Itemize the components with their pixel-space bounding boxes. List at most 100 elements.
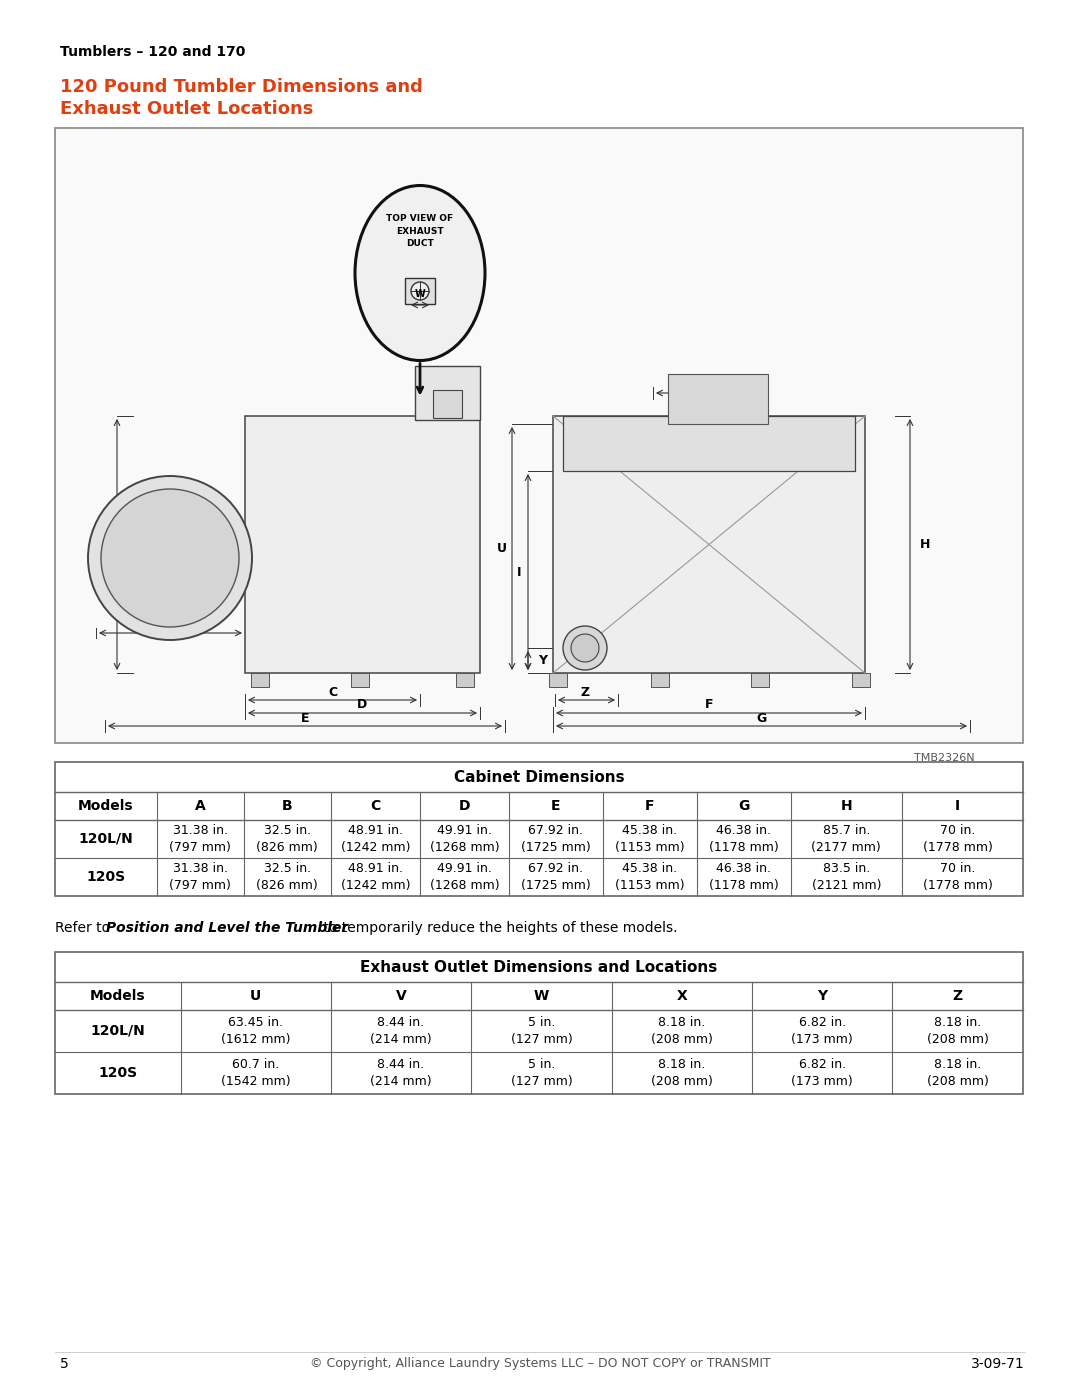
Text: to temporarily reduce the heights of these models.: to temporarily reduce the heights of the… (319, 921, 677, 935)
Text: Z: Z (953, 989, 962, 1003)
Text: I: I (516, 566, 522, 578)
Bar (405, 278, 435, 305)
Text: 5 in.
(127 mm): 5 in. (127 mm) (511, 1017, 572, 1045)
Text: A: A (194, 799, 205, 813)
Text: F: F (645, 799, 654, 813)
Bar (751, 673, 769, 687)
Text: H: H (840, 799, 852, 813)
Text: 6.82 in.
(173 mm): 6.82 in. (173 mm) (792, 1017, 853, 1045)
Text: 31.38 in.
(797 mm): 31.38 in. (797 mm) (170, 862, 231, 891)
Text: 70 in.
(1778 mm): 70 in. (1778 mm) (922, 824, 993, 854)
Text: W: W (534, 989, 549, 1003)
Text: 6.82 in.
(173 mm): 6.82 in. (173 mm) (792, 1059, 853, 1087)
Text: Position and Level the Tumbler: Position and Level the Tumbler (106, 921, 348, 935)
Text: © Copyright, Alliance Laundry Systems LLC – DO NOT COPY or TRANSMIT: © Copyright, Alliance Laundry Systems LL… (310, 1358, 770, 1370)
Text: Y: Y (538, 654, 546, 666)
Bar (549, 673, 567, 687)
Text: X: X (698, 379, 707, 391)
Text: 48.91 in.
(1242 mm): 48.91 in. (1242 mm) (340, 824, 410, 854)
Text: U: U (251, 989, 261, 1003)
Text: TOP VIEW OF
EXHAUST
DUCT: TOP VIEW OF EXHAUST DUCT (387, 214, 454, 249)
Bar (351, 673, 369, 687)
Bar (55, 951, 1023, 1094)
Text: Models: Models (78, 799, 134, 813)
Bar (553, 416, 865, 673)
Circle shape (87, 476, 252, 640)
Text: 83.5 in.
(2121 mm): 83.5 in. (2121 mm) (811, 862, 881, 891)
Text: Tumblers – 120 and 170: Tumblers – 120 and 170 (60, 45, 245, 59)
Text: H: H (920, 538, 930, 550)
Text: 60.7 in.
(1542 mm): 60.7 in. (1542 mm) (221, 1059, 291, 1087)
Text: C: C (370, 799, 380, 813)
Bar (55, 761, 1023, 895)
Text: 45.38 in.
(1153 mm): 45.38 in. (1153 mm) (615, 862, 685, 891)
Bar (433, 390, 462, 418)
Text: 5: 5 (60, 1356, 69, 1370)
Bar (55, 129, 1023, 743)
Text: V: V (395, 989, 406, 1003)
Text: Exhaust Outlet Dimensions and Locations: Exhaust Outlet Dimensions and Locations (361, 960, 717, 975)
Circle shape (563, 626, 607, 671)
Text: B: B (282, 799, 293, 813)
Bar (251, 673, 269, 687)
Text: 8.18 in.
(208 mm): 8.18 in. (208 mm) (927, 1059, 988, 1087)
Circle shape (571, 634, 599, 662)
Bar (651, 673, 669, 687)
Text: Refer to: Refer to (55, 921, 114, 935)
Circle shape (102, 489, 239, 627)
Bar (563, 416, 855, 471)
Text: 5 in.
(127 mm): 5 in. (127 mm) (511, 1059, 572, 1087)
Text: F: F (705, 698, 713, 711)
Text: I: I (955, 799, 960, 813)
Bar (456, 673, 474, 687)
Text: 67.92 in.
(1725 mm): 67.92 in. (1725 mm) (521, 824, 591, 854)
Text: A: A (104, 538, 113, 550)
Text: 120S: 120S (98, 1066, 137, 1080)
Text: D: D (357, 698, 367, 711)
Text: 46.38 in.
(1178 mm): 46.38 in. (1178 mm) (708, 862, 779, 891)
Text: 49.91 in.
(1268 mm): 49.91 in. (1268 mm) (430, 862, 499, 891)
Text: 8.18 in.
(208 mm): 8.18 in. (208 mm) (927, 1017, 988, 1045)
Text: Exhaust Outlet Locations: Exhaust Outlet Locations (60, 101, 313, 117)
Text: Models: Models (90, 989, 146, 1003)
Text: 32.5 in.
(826 mm): 32.5 in. (826 mm) (256, 824, 319, 854)
Text: 120S: 120S (86, 870, 125, 884)
Bar (245, 416, 480, 673)
Text: 70 in.
(1778 mm): 70 in. (1778 mm) (922, 862, 993, 891)
Bar (852, 673, 870, 687)
Text: 67.92 in.
(1725 mm): 67.92 in. (1725 mm) (521, 862, 591, 891)
Text: E: E (551, 799, 561, 813)
Text: 63.45 in.
(1612 mm): 63.45 in. (1612 mm) (221, 1017, 291, 1045)
Text: Z: Z (580, 686, 590, 698)
Text: G: G (756, 711, 767, 725)
Text: 120 Pound Tumbler Dimensions and: 120 Pound Tumbler Dimensions and (60, 78, 423, 96)
Text: D: D (459, 799, 470, 813)
Text: 32.5 in.
(826 mm): 32.5 in. (826 mm) (256, 862, 319, 891)
Text: 49.91 in.
(1268 mm): 49.91 in. (1268 mm) (430, 824, 499, 854)
Text: 45.38 in.
(1153 mm): 45.38 in. (1153 mm) (615, 824, 685, 854)
Text: 8.44 in.
(214 mm): 8.44 in. (214 mm) (370, 1059, 432, 1087)
Text: Cabinet Dimensions: Cabinet Dimensions (454, 770, 624, 785)
Text: W: W (415, 289, 426, 299)
Text: 48.91 in.
(1242 mm): 48.91 in. (1242 mm) (340, 862, 410, 891)
Bar (415, 366, 480, 420)
Text: 85.7 in.
(2177 mm): 85.7 in. (2177 mm) (811, 824, 881, 854)
Text: 8.18 in.
(208 mm): 8.18 in. (208 mm) (651, 1059, 713, 1087)
Circle shape (411, 282, 429, 300)
Text: 120L/N: 120L/N (79, 833, 133, 847)
Text: G: G (738, 799, 750, 813)
Text: E: E (300, 711, 309, 725)
Text: 8.44 in.
(214 mm): 8.44 in. (214 mm) (370, 1017, 432, 1045)
Text: 46.38 in.
(1178 mm): 46.38 in. (1178 mm) (708, 824, 779, 854)
Text: 3-09-71: 3-09-71 (971, 1356, 1025, 1370)
Bar (669, 374, 768, 425)
Text: Y: Y (818, 989, 827, 1003)
Text: V: V (443, 372, 453, 384)
Text: 8.18 in.
(208 mm): 8.18 in. (208 mm) (651, 1017, 713, 1045)
Ellipse shape (355, 186, 485, 360)
Text: 120L/N: 120L/N (91, 1024, 146, 1038)
Text: C: C (328, 686, 337, 698)
Text: X: X (676, 989, 687, 1003)
Text: B: B (165, 619, 175, 631)
Text: 31.38 in.
(797 mm): 31.38 in. (797 mm) (170, 824, 231, 854)
